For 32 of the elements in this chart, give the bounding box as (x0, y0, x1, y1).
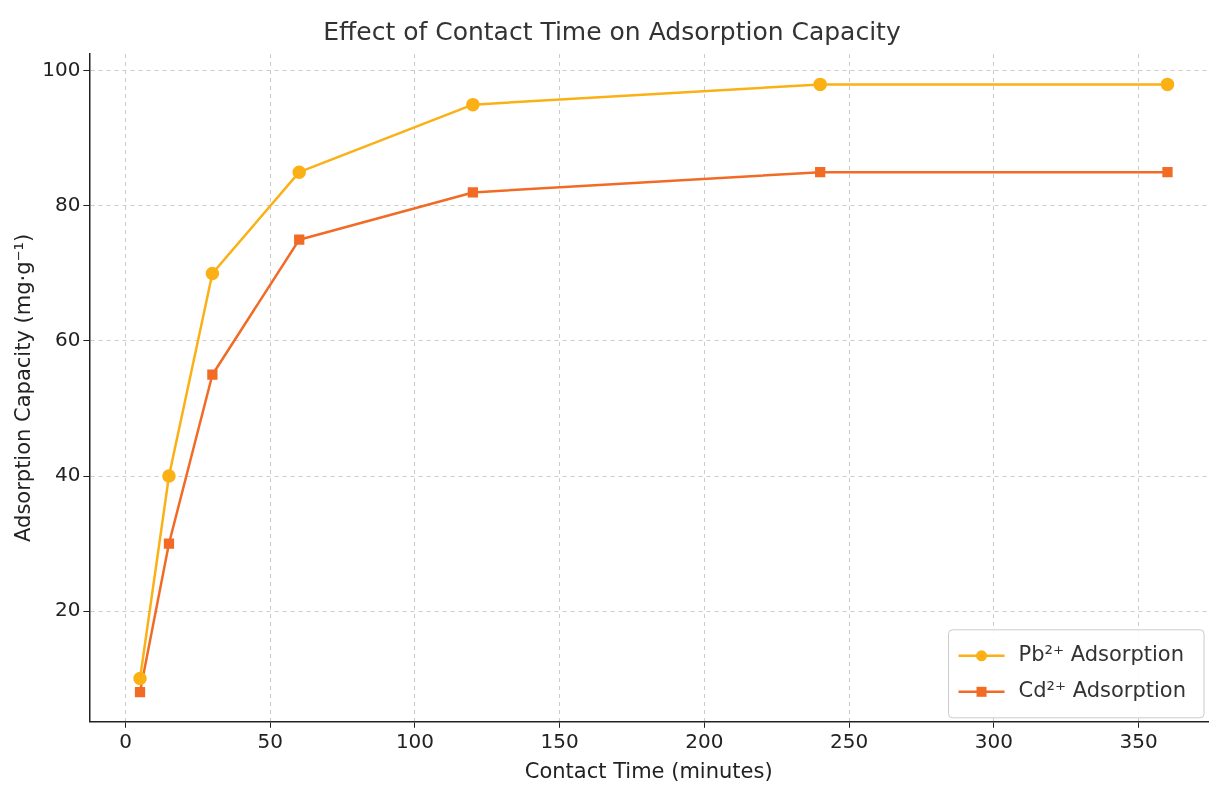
point (207, 369, 218, 380)
y-tick-label: 100 (42, 57, 81, 82)
x-tick-label: 300 (974, 729, 1013, 753)
point (292, 165, 306, 179)
point (467, 187, 478, 198)
legend-label: Pb²⁺ Adsorption (1018, 642, 1185, 667)
point (813, 77, 827, 92)
point (1162, 167, 1173, 178)
x-tick-label: 200 (685, 729, 724, 753)
x-tick-label: 350 (1119, 729, 1158, 753)
y-tick-label: 60 (54, 327, 81, 352)
x-tick-label: 100 (395, 729, 435, 753)
x-tick-label: 50 (257, 729, 283, 753)
x-tick-label: 250 (830, 729, 869, 753)
point (205, 266, 220, 281)
point (1160, 77, 1175, 92)
y-tick-label: 80 (54, 192, 81, 217)
point (294, 234, 305, 245)
chart-title: Effect of Contact Time on Adsorption Capacity (323, 16, 901, 46)
point (466, 97, 480, 112)
point (162, 469, 176, 483)
point (163, 538, 175, 549)
point (133, 671, 147, 686)
legend-label: Cd²⁺ Adsorption (1018, 678, 1187, 703)
point (815, 167, 826, 178)
x-tick-label: 150 (540, 729, 579, 753)
y-tick-label: 20 (54, 597, 81, 622)
point (134, 686, 146, 698)
x-tick-label: 0 (119, 729, 132, 753)
x-axis-title: Contact Time (minutes) (524, 758, 773, 783)
y-axis-title: Adsorption Capacity (mg·g⁻¹) (11, 233, 36, 542)
y-tick-label: 40 (54, 462, 81, 487)
